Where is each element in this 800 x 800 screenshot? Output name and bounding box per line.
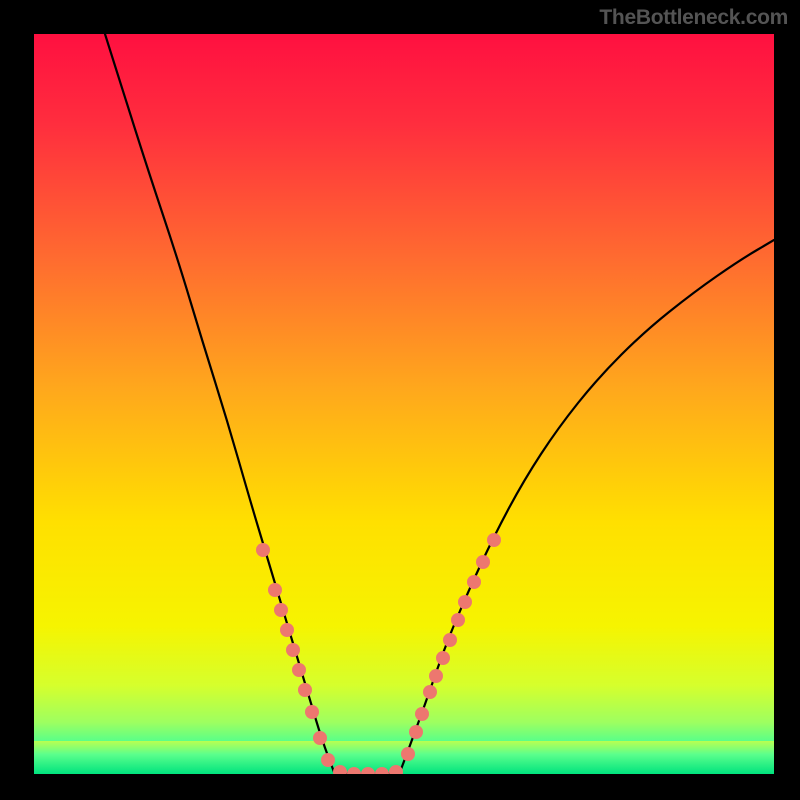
data-dot [443,633,457,647]
data-dot [256,543,270,557]
data-dot [415,707,429,721]
data-dot [361,767,375,774]
bottleneck-curve-svg [34,34,774,774]
watermark-text: TheBottleneck.com [599,6,788,30]
data-dot [409,725,423,739]
data-dot [292,663,306,677]
data-dot [429,669,443,683]
data-dot [401,747,415,761]
data-dot [313,731,327,745]
data-dot [274,603,288,617]
data-dot [389,765,403,774]
curve-right-branch [400,240,774,772]
data-dot [321,753,335,767]
chart-container: TheBottleneck.com [0,0,800,800]
plot-area [34,34,774,774]
data-dot [467,575,481,589]
data-dots [256,533,501,774]
data-dot [423,685,437,699]
data-dot [280,623,294,637]
data-dot [436,651,450,665]
data-dot [451,613,465,627]
data-dot [333,765,347,774]
data-dot [487,533,501,547]
data-dot [286,643,300,657]
curve-left-branch [105,34,334,772]
data-dot [298,683,312,697]
data-dot [476,555,490,569]
data-dot [375,767,389,774]
data-dot [458,595,472,609]
data-dot [347,767,361,774]
data-dot [305,705,319,719]
data-dot [268,583,282,597]
